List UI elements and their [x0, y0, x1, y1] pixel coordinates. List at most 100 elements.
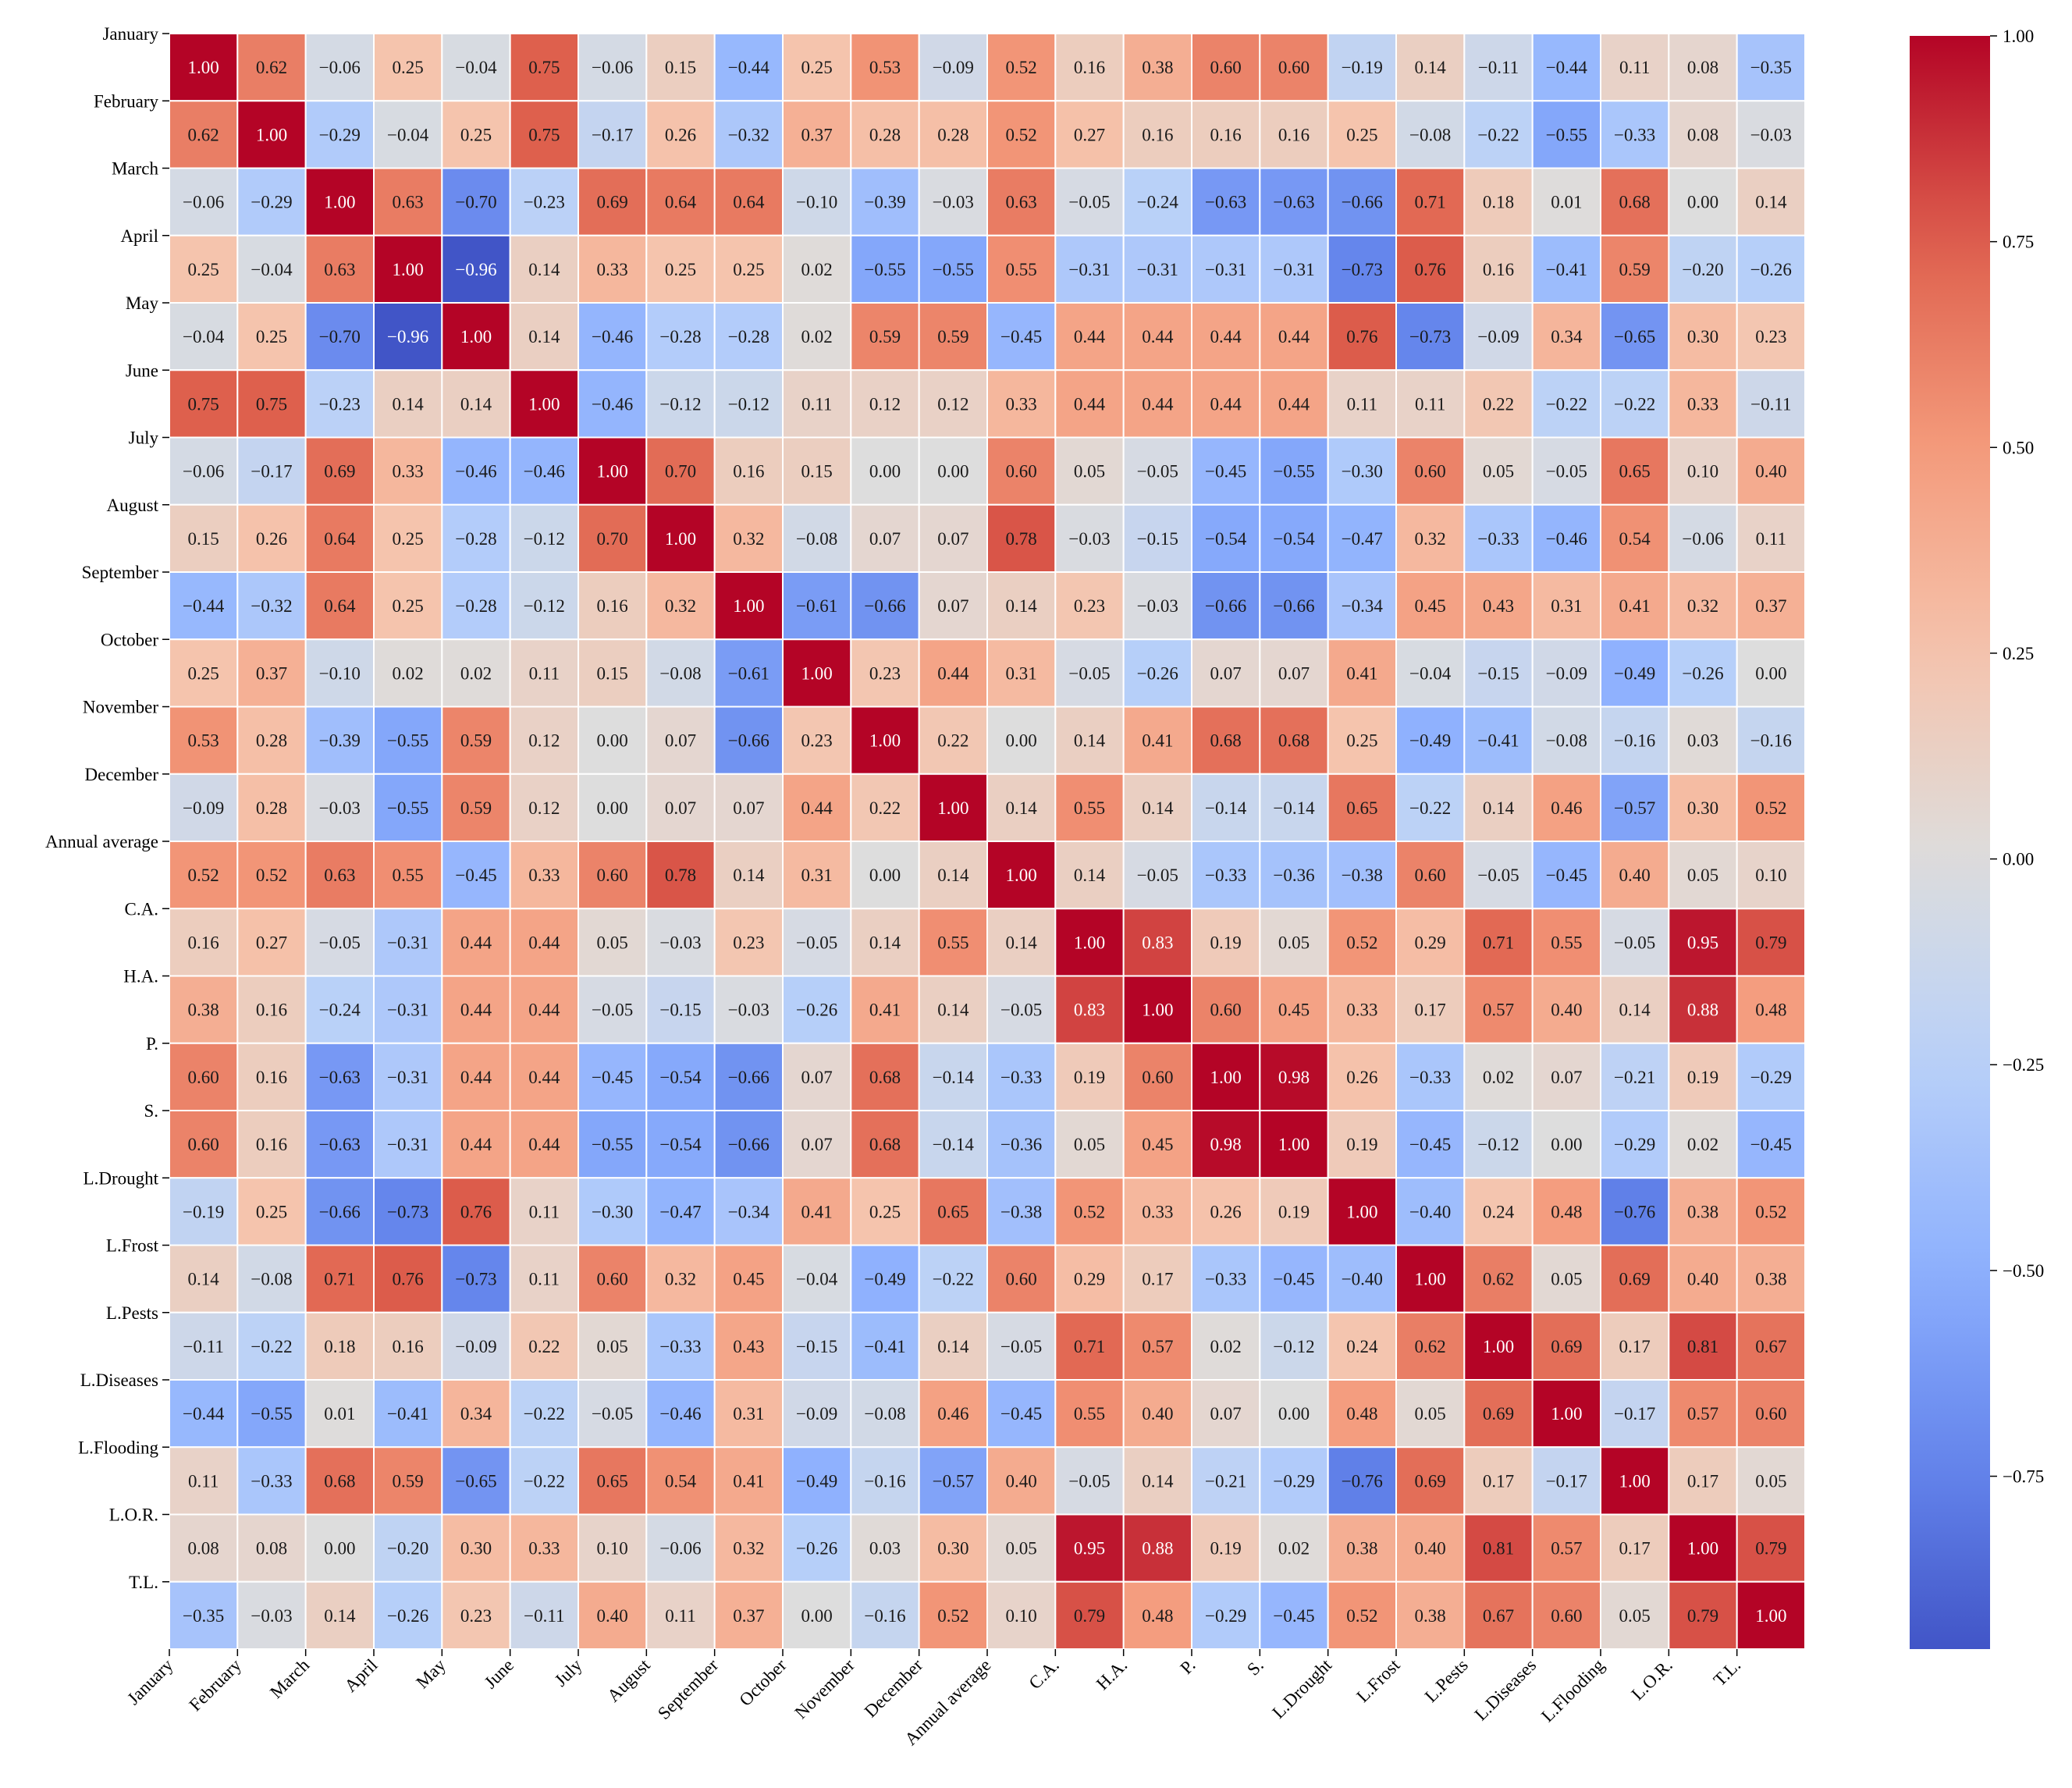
cell-label-17-17: 1.00: [1346, 1202, 1377, 1221]
cell-label-15-14: 0.60: [1142, 1068, 1173, 1087]
cell-label-21-9: −0.49: [796, 1471, 837, 1491]
cell-label-15-23: −0.29: [1750, 1068, 1792, 1087]
cell-label-9-15: 0.07: [1210, 663, 1242, 683]
cell-13-23: [1736, 908, 1806, 977]
cell-21-13: [1054, 1446, 1125, 1516]
col-label-5: June: [481, 1655, 517, 1692]
cell-15-19: [1463, 1042, 1534, 1111]
cell-4-15: [1191, 302, 1261, 371]
cell-8-15: [1191, 571, 1261, 641]
cell-label-11-10: 0.22: [869, 798, 901, 818]
cell-13-5: [509, 908, 579, 977]
cell-label-9-4: 0.02: [460, 663, 492, 683]
cell-20-7: [645, 1379, 716, 1449]
cell-label-20-2: 0.01: [324, 1404, 355, 1424]
cell-0-11: [918, 33, 989, 102]
cell-23-8: [713, 1580, 784, 1650]
cell-14-4: [441, 975, 511, 1044]
cell-label-13-20: 0.55: [1551, 933, 1582, 952]
cell-label-10-14: 0.41: [1142, 731, 1173, 751]
cell-label-12-2: 0.63: [324, 866, 355, 885]
cell-label-0-15: 0.60: [1210, 58, 1242, 77]
cell-label-22-7: −0.06: [659, 1539, 701, 1559]
cell-label-9-9: 1.00: [801, 663, 833, 683]
cell-19-7: [645, 1311, 716, 1381]
cell-label-13-9: −0.05: [796, 933, 837, 952]
cell-label-18-19: 0.62: [1483, 1270, 1514, 1289]
cell-label-10-23: −0.16: [1750, 731, 1792, 751]
cell-14-19: [1463, 975, 1534, 1044]
cell-12-21: [1600, 841, 1670, 910]
cell-7-10: [850, 503, 920, 573]
cell-label-20-23: 0.60: [1755, 1404, 1786, 1424]
cell-label-10-5: 0.12: [528, 731, 560, 751]
cell-label-16-16: 1.00: [1278, 1135, 1310, 1154]
cell-label-13-4: 0.44: [460, 933, 492, 952]
cell-12-23: [1736, 841, 1806, 910]
cell-label-1-6: −0.17: [592, 125, 633, 144]
cell-label-0-4: −0.04: [455, 58, 497, 77]
cell-16-8: [713, 1110, 784, 1179]
cell-label-16-17: 0.19: [1346, 1135, 1377, 1154]
cell-label-21-7: 0.54: [665, 1471, 697, 1491]
cell-label-9-11: 0.44: [937, 663, 969, 683]
cell-label-4-13: 0.44: [1074, 327, 1106, 347]
cell-18-0: [169, 1244, 239, 1313]
cell-0-16: [1259, 33, 1329, 102]
cell-11-1: [236, 773, 307, 842]
cell-label-22-12: 0.05: [1006, 1539, 1037, 1559]
cell-23-21: [1600, 1580, 1670, 1650]
cell-0-1: [236, 33, 307, 102]
cell-8-18: [1395, 571, 1466, 641]
cell-17-8: [713, 1177, 784, 1246]
cell-label-11-11: 1.00: [937, 798, 968, 818]
cell-3-18: [1395, 234, 1466, 304]
cell-label-15-11: −0.14: [933, 1068, 975, 1087]
cell-label-8-3: 0.25: [393, 596, 424, 616]
cell-21-18: [1395, 1446, 1466, 1516]
cell-label-19-1: −0.22: [251, 1337, 292, 1356]
cell-16-18: [1395, 1110, 1466, 1179]
cell-label-7-14: −0.15: [1137, 529, 1178, 549]
cell-label-5-13: 0.44: [1074, 394, 1106, 414]
cell-10-8: [713, 706, 784, 775]
cell-label-5-19: 0.22: [1483, 394, 1514, 414]
row-label-3: April: [120, 226, 158, 246]
cell-label-1-23: −0.03: [1750, 125, 1792, 144]
col-label-3: April: [341, 1655, 382, 1696]
cell-0-22: [1668, 33, 1738, 102]
cell-label-21-21: 1.00: [1619, 1471, 1651, 1491]
cell-label-17-16: 0.19: [1278, 1202, 1310, 1221]
cell-23-0: [169, 1580, 239, 1650]
cell-4-1: [236, 302, 307, 371]
cell-11-0: [169, 773, 239, 842]
cell-label-13-3: −0.31: [387, 933, 428, 952]
cell-label-18-11: −0.22: [933, 1270, 974, 1289]
cell-label-15-8: −0.66: [728, 1068, 769, 1087]
col-label-16: S.: [1243, 1655, 1267, 1680]
cell-label-19-23: 0.67: [1755, 1337, 1786, 1356]
cell-22-3: [373, 1513, 443, 1583]
cell-label-10-22: 0.03: [1687, 731, 1718, 751]
cell-label-13-17: 0.52: [1346, 933, 1377, 952]
cell-6-6: [578, 436, 648, 506]
cell-label-4-9: 0.02: [801, 327, 833, 347]
cell-label-21-20: −0.17: [1546, 1471, 1587, 1491]
cell-label-19-14: 0.57: [1142, 1337, 1173, 1356]
cell-label-22-4: 0.30: [460, 1539, 492, 1559]
cell-label-19-10: −0.41: [864, 1337, 905, 1356]
cell-1-12: [986, 100, 1057, 169]
cell-3-10: [850, 234, 920, 304]
cell-9-9: [782, 638, 852, 708]
cell-label-18-4: −0.73: [455, 1270, 496, 1289]
cell-14-8: [713, 975, 784, 1044]
cell-label-16-12: −0.36: [1000, 1135, 1042, 1154]
cell-label-21-5: −0.22: [524, 1471, 565, 1491]
cell-label-2-15: −0.63: [1205, 193, 1246, 212]
cell-11-7: [645, 773, 716, 842]
cell-label-8-2: 0.64: [324, 596, 356, 616]
cell-label-12-15: −0.33: [1205, 866, 1246, 885]
cell-13-13: [1054, 908, 1125, 977]
cell-label-10-15: 0.68: [1210, 731, 1242, 751]
